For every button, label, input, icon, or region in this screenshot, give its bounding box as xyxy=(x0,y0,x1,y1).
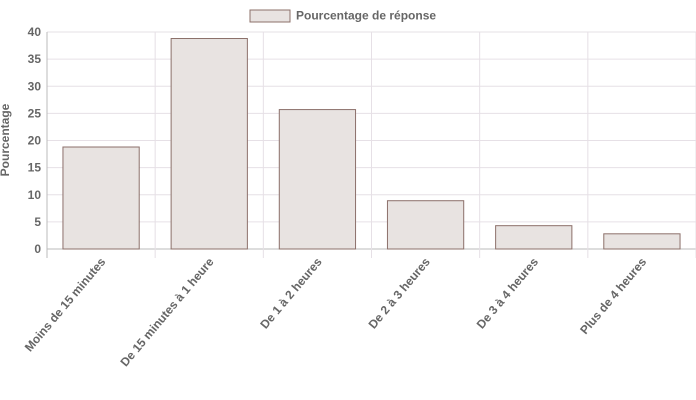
legend[interactable]: Pourcentage de réponse xyxy=(249,9,436,23)
bar xyxy=(495,225,573,250)
y-tick-label: 40 xyxy=(28,25,42,39)
x-tick-label: Plus de 4 heures xyxy=(577,255,649,337)
y-tick-label: 20 xyxy=(28,134,42,148)
x-tick-label: De 2 à 3 heures xyxy=(366,255,434,332)
y-tick-label: 25 xyxy=(28,106,42,120)
y-tick-label: 5 xyxy=(34,215,41,229)
x-tick-label: De 3 à 4 heures xyxy=(474,255,542,332)
y-tick-label: 35 xyxy=(28,52,42,66)
x-tick-label: Moins de 15 minutes xyxy=(22,255,109,355)
bar xyxy=(603,233,681,250)
x-tick-label: De 15 minutes à 1 heure xyxy=(118,255,217,369)
bar xyxy=(62,146,140,250)
bar xyxy=(278,109,357,250)
bar xyxy=(170,38,248,250)
legend-label: Pourcentage de réponse xyxy=(296,9,436,23)
y-axis-ticks: 0 5 10 15 20 25 30 35 40 xyxy=(28,25,42,256)
grid xyxy=(46,31,696,258)
x-tick-label: De 1 à 2 heures xyxy=(257,255,325,332)
bar xyxy=(386,200,465,250)
y-axis-title: Pourcentage xyxy=(0,103,12,176)
y-tick-label: 30 xyxy=(28,79,42,93)
y-tick-label: 0 xyxy=(34,242,41,256)
bars xyxy=(62,38,681,250)
y-tick-label: 10 xyxy=(28,188,42,202)
y-tick-label: 15 xyxy=(28,161,42,175)
legend-swatch xyxy=(249,9,291,23)
x-axis-ticks: Moins de 15 minutes De 15 minutes à 1 heu… xyxy=(22,255,650,369)
